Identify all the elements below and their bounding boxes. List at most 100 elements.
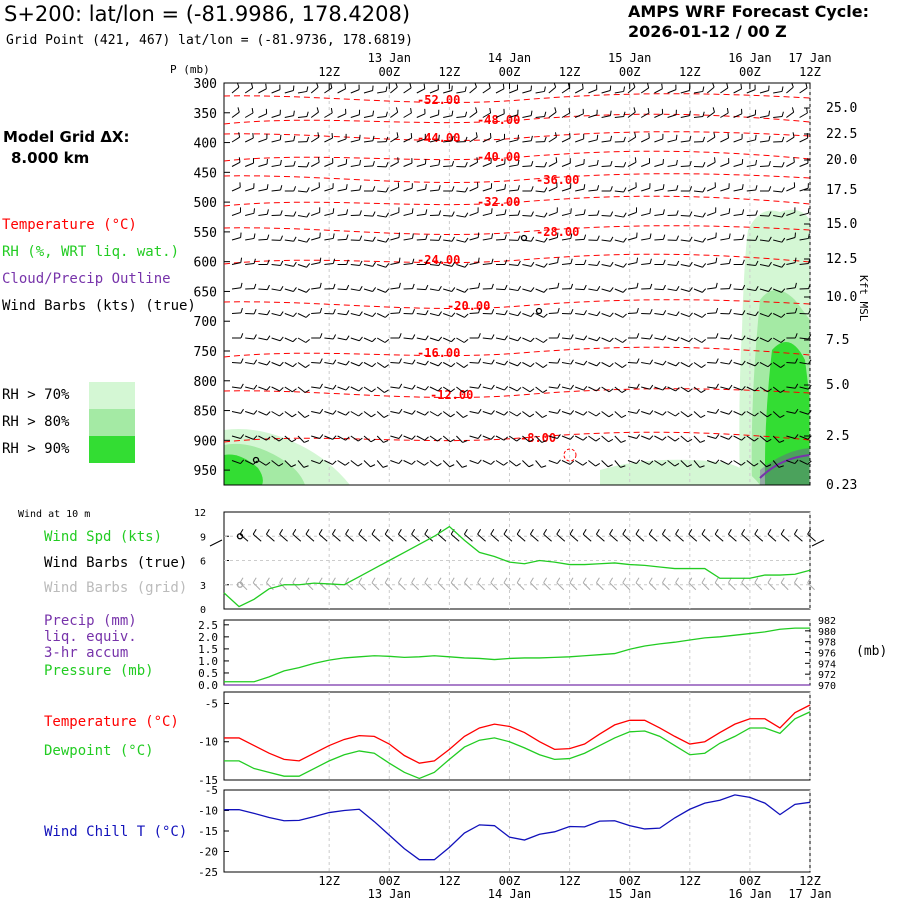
grid-wind-barb-shaft [596, 582, 604, 591]
wind-barb [574, 411, 588, 416]
wind-barb-flag [553, 82, 557, 88]
wind-barb-flag [623, 136, 626, 142]
wind-barb-flag [702, 237, 706, 243]
wind-barb [759, 110, 771, 118]
wind-barb-shaft [337, 386, 347, 391]
wind-barb [495, 411, 509, 416]
wind-barb-shaft [548, 287, 558, 290]
wind-barb-shaft [588, 114, 598, 118]
wind-barb [443, 261, 456, 267]
wind-barb-shaft [759, 435, 768, 443]
wind-barb [311, 333, 323, 339]
surface-wind-barb-flag [556, 528, 561, 535]
wind-barb [244, 133, 254, 143]
wind-barb-flag [753, 463, 759, 467]
wind-barb-flag [702, 111, 705, 117]
wind-barb [522, 337, 535, 343]
wind-barb-flag [306, 136, 310, 142]
grid-wind-barb [371, 577, 380, 591]
wind-barb-flag [450, 388, 456, 393]
wind-barb [654, 234, 666, 241]
legend-precip: Precip (mm) [44, 613, 137, 629]
wind-barb [297, 237, 310, 243]
wind-barb-flag [384, 338, 390, 343]
wind-barb-flag [449, 464, 455, 468]
surface-wind-barb-flag [569, 528, 574, 535]
wind-barb [429, 235, 442, 241]
wind-barb [773, 288, 786, 293]
wind-barb-flag [543, 313, 548, 318]
wind-barb-shaft [720, 212, 730, 216]
wind-barb-shaft [799, 187, 809, 192]
wind-barb-flag [398, 459, 403, 464]
wind-barb-flag [449, 438, 455, 443]
wind-barb-flag [332, 460, 337, 465]
wind-barb [614, 337, 627, 343]
wind-barb-shaft [363, 239, 373, 242]
wind-barb [614, 187, 627, 193]
legend-temperature-sfc: Temperature (°C) [44, 714, 179, 730]
height-label: 12.5 [826, 252, 857, 267]
wind-barb-shaft [693, 116, 704, 118]
wind-barb-flag [636, 282, 639, 288]
wind-barb-shaft [601, 264, 611, 267]
wind-barb-flag [610, 160, 613, 167]
surface-wind-barb-flag [622, 528, 627, 535]
wind-barb [641, 208, 652, 216]
wind-barb-flag [292, 337, 297, 343]
wind-barb [707, 257, 718, 265]
wind-barb-shaft [403, 137, 412, 143]
wind-barb-shaft [627, 287, 637, 290]
wind-barb-shaft [297, 116, 308, 118]
wind-barb [456, 263, 469, 268]
wind-barb-flag [478, 307, 481, 314]
wind-barb-flag [689, 110, 691, 116]
wind-barb-flag [517, 210, 521, 216]
wind-barb-shaft [390, 211, 400, 216]
wind-barb [575, 209, 586, 216]
grid-wind-barb-shaft [754, 582, 763, 591]
wind-barb-flag [279, 361, 284, 367]
wind-barb [786, 333, 798, 339]
wind-barb [377, 136, 389, 143]
wind-barb-flag [398, 383, 403, 389]
wind-barb-shaft [641, 362, 651, 365]
wind-barb [720, 208, 731, 216]
wind-barb-shaft [641, 162, 650, 167]
wind-barb-shaft [509, 189, 519, 192]
wind-barb-flag [728, 359, 733, 365]
wind-barb-flag [372, 160, 375, 167]
wind-barb-shaft [548, 312, 558, 314]
wind-barb-flag [437, 387, 443, 392]
wind-barb-flag [516, 463, 521, 467]
wind-barb-flag [543, 288, 548, 293]
wind-barb [495, 385, 509, 391]
wind-barb [786, 358, 798, 364]
wind-barb-flag [464, 111, 468, 117]
wind-barb-flag [253, 208, 256, 214]
wind-barb [759, 362, 773, 368]
wind-barb-shaft [548, 111, 557, 118]
date-label-bottom: 17 Jan [788, 887, 831, 900]
wind-barb [614, 162, 627, 168]
wind-barb [641, 258, 652, 265]
wind-barb [667, 460, 680, 467]
wind-barb-flag [689, 160, 692, 167]
wind-barb-shaft [297, 411, 306, 418]
wind-barb [350, 210, 362, 216]
wind-barb-flag [398, 257, 401, 263]
wind-barb-flag [425, 310, 429, 315]
wind-barb-flag [768, 110, 771, 116]
wind-barb-flag [372, 236, 376, 242]
wind-barb-flag [475, 132, 478, 138]
wind-barb [297, 136, 310, 143]
wind-barb [654, 411, 667, 416]
pressure-label: 450 [194, 166, 217, 181]
panel-tick-label: -25 [198, 866, 218, 879]
wind-barb-shaft [456, 264, 466, 268]
grid-wind-barb-shaft [794, 582, 802, 591]
wind-barb [733, 209, 745, 216]
wind-barb [759, 312, 773, 318]
surface-wind-barb-shaft [398, 533, 407, 542]
wind-barb-flag [741, 184, 744, 190]
